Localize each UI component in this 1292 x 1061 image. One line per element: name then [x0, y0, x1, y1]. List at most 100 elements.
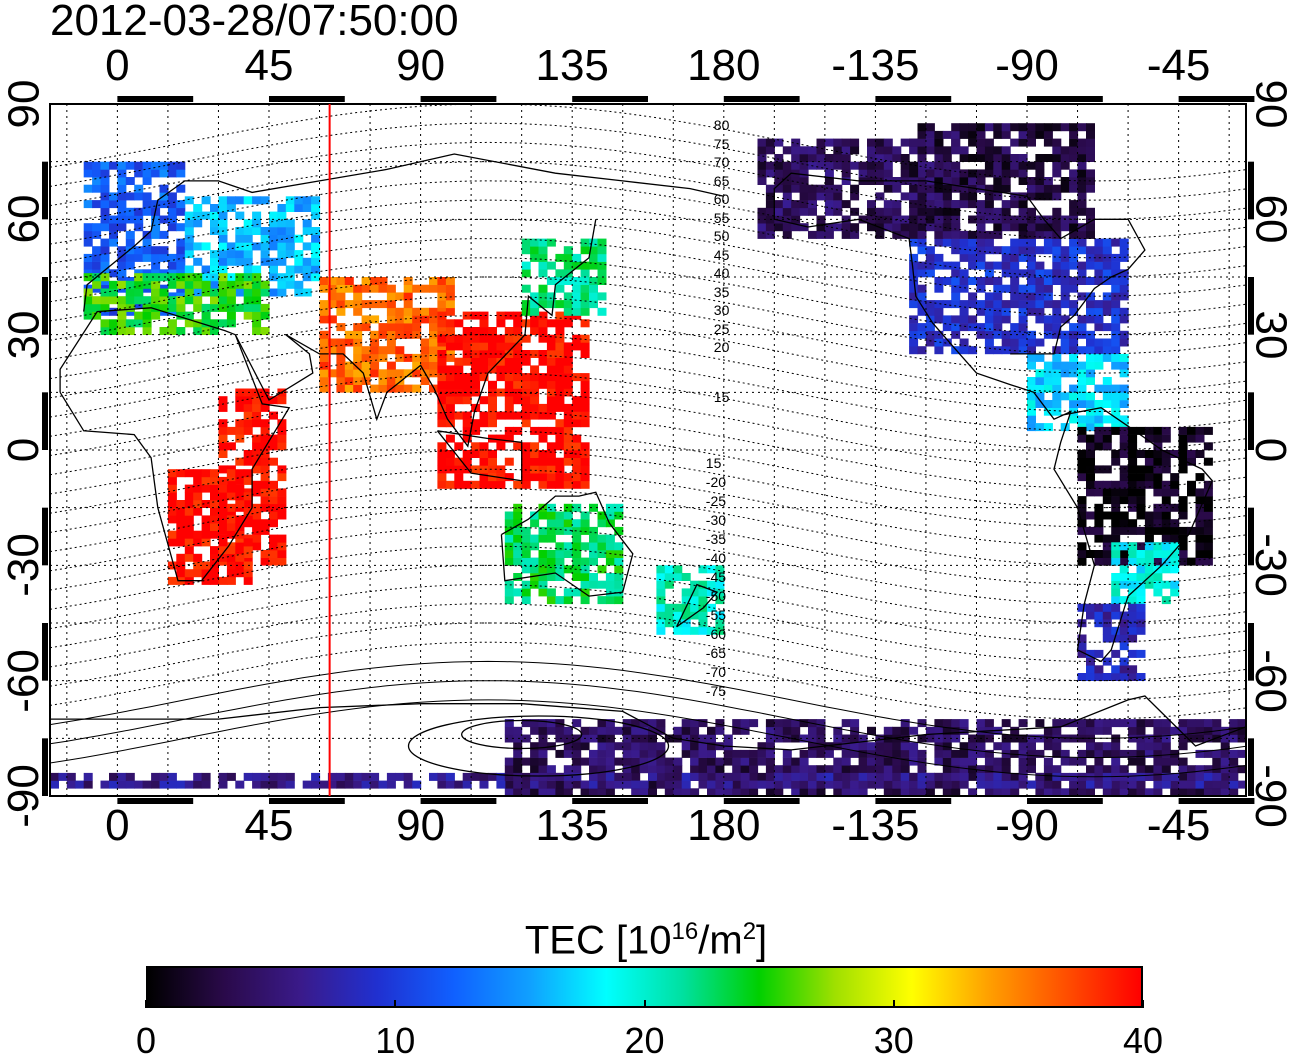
tec-cell	[302, 196, 312, 205]
tec-cell	[193, 296, 203, 305]
tec-cell	[226, 546, 236, 555]
tec-cell	[1136, 526, 1146, 535]
tec-map	[42, 96, 1255, 804]
tec-cell	[1195, 534, 1205, 543]
tec-cell	[403, 277, 413, 285]
tec-cell	[993, 300, 1003, 309]
tec-cell	[1086, 511, 1095, 520]
tec-cell	[1187, 788, 1196, 797]
tec-cell	[1018, 192, 1028, 201]
maglat-contour	[49, 584, 1247, 662]
tec-cell	[555, 380, 565, 389]
tec-cell	[622, 765, 632, 774]
tec-cell	[732, 772, 742, 781]
tec-cell	[193, 500, 203, 508]
tec-cell	[968, 177, 978, 185]
tec-cell	[1052, 269, 1062, 278]
tec-cell	[429, 315, 438, 324]
tec-cell	[563, 503, 573, 512]
tec-cell	[563, 411, 573, 420]
tec-cell	[513, 426, 523, 435]
tec-cell	[201, 211, 211, 220]
tec-cell	[715, 565, 725, 574]
tec-cell	[353, 292, 363, 301]
tec-cell	[235, 419, 245, 428]
tec-cell	[1043, 788, 1053, 797]
tec-cell	[900, 757, 910, 766]
colorbar-tick-mark	[643, 1000, 646, 1008]
tec-cell	[1128, 611, 1138, 620]
tec-cell	[546, 772, 556, 781]
tec-cell	[580, 788, 590, 797]
tec-cell	[437, 396, 447, 405]
tec-cell	[1094, 307, 1104, 316]
tec-cell	[218, 273, 228, 282]
tec-cell	[269, 557, 278, 566]
tec-cell	[445, 780, 455, 789]
tec-cell	[1153, 726, 1163, 735]
tec-cell	[951, 123, 961, 132]
tec-cell	[580, 588, 590, 597]
tec-cell	[1018, 346, 1028, 355]
tec-cell	[504, 434, 514, 443]
tec-cell	[294, 280, 304, 289]
tec-cell	[513, 311, 523, 320]
tec-cell	[226, 576, 236, 585]
tec-cell	[260, 496, 270, 505]
tec-cell	[639, 726, 649, 735]
tec-cell	[420, 361, 430, 370]
tec-cell	[707, 726, 716, 735]
tec-cell	[1010, 253, 1020, 262]
tec-cell	[226, 553, 236, 562]
tec-cell	[521, 542, 531, 551]
tec-cell	[951, 223, 961, 232]
tec-cell	[235, 553, 245, 562]
tec-cell	[269, 496, 278, 505]
tec-cell	[572, 403, 582, 412]
bottom-lon-tick: 180	[687, 801, 761, 850]
tec-cell	[336, 323, 346, 332]
tec-cell	[167, 223, 177, 232]
tec-cell	[909, 772, 919, 781]
tec-cell	[538, 511, 548, 520]
tec-cell	[1094, 649, 1104, 658]
tec-cell	[1119, 353, 1129, 362]
tec-cell	[370, 361, 380, 370]
tec-cell	[833, 161, 843, 170]
tec-cell	[1018, 207, 1028, 216]
tec-cell	[824, 207, 834, 216]
tec-cell	[235, 484, 245, 493]
tec-cell	[218, 434, 228, 443]
tec-cell	[757, 138, 767, 147]
tec-cell	[648, 742, 657, 751]
maglat-label: -20	[705, 474, 727, 490]
tec-cell	[252, 196, 262, 205]
tec-cell	[791, 138, 801, 147]
tec-cell	[1111, 400, 1121, 408]
tec-cell	[1144, 742, 1154, 751]
tec-cell	[462, 780, 472, 789]
tec-cell	[546, 780, 556, 789]
tec-cell	[993, 146, 1003, 155]
tec-cell	[597, 596, 607, 605]
tec-cell	[1001, 269, 1011, 278]
tec-cell	[681, 788, 691, 797]
tec-cell	[875, 230, 885, 239]
tec-cell	[176, 569, 186, 578]
tec-cell	[496, 780, 506, 789]
tec-cell	[252, 519, 262, 528]
tec-cell	[513, 749, 523, 758]
tec-cell	[984, 338, 994, 347]
tec-cell	[605, 557, 615, 566]
tec-cell	[984, 780, 994, 789]
tec-cell	[1212, 780, 1222, 789]
tec-cell	[496, 442, 506, 451]
tec-cell	[892, 780, 902, 789]
tec-cell	[799, 154, 809, 162]
tec-cell	[774, 719, 784, 728]
tec-cell	[1144, 788, 1154, 797]
tec-cell	[412, 361, 422, 370]
tec-cell	[833, 757, 843, 766]
tec-cell	[252, 403, 262, 412]
tec-cell	[1010, 788, 1020, 797]
